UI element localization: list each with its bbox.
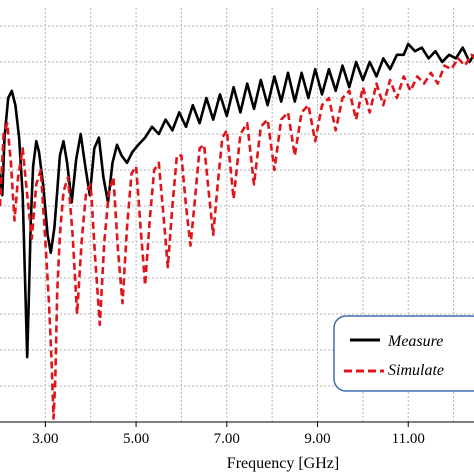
x-tick-label: 9.00 [304, 431, 330, 447]
legend-simulated-label: Simulate [388, 362, 444, 379]
series-group [0, 42, 474, 420]
x-tick-label: 11.00 [392, 431, 425, 447]
legend-measured-label: Measure [387, 333, 443, 350]
x-tick-label: 7.00 [214, 431, 240, 447]
x-tick-labels: 3.00 5.00 7.00 9.00 11.00 [32, 422, 425, 447]
measured-series-line [0, 42, 474, 359]
legend-box [333, 315, 474, 392]
x-tick-label: 5.00 [123, 431, 149, 447]
legend: Measure Simulate [333, 315, 474, 392]
simulated-series-line [0, 53, 474, 420]
x-axis-title: Frequency [GHz] [227, 455, 339, 472]
x-tick-label: 3.00 [32, 431, 58, 447]
